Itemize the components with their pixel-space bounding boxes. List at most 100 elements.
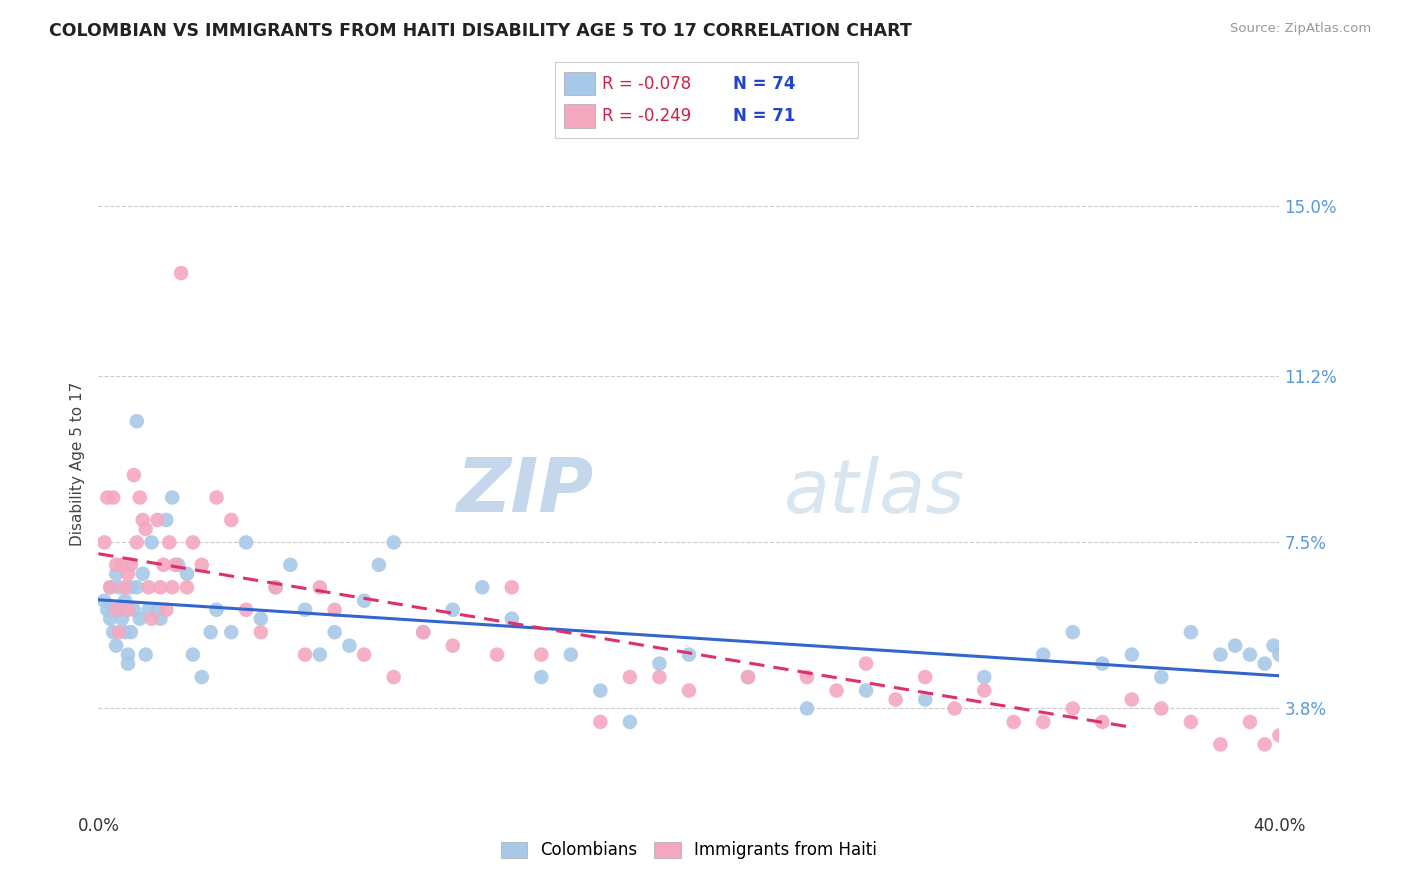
Point	[103, 603, 125, 617]
Point	[98, 580, 121, 594]
Point	[98, 580, 121, 594]
Point	[914, 692, 936, 706]
Point	[105, 639, 128, 653]
Point	[105, 558, 128, 572]
Point	[973, 670, 995, 684]
Point	[648, 657, 671, 671]
Point	[1254, 657, 1277, 671]
Point	[1091, 714, 1114, 729]
Point	[648, 670, 671, 684]
Text: R = -0.249: R = -0.249	[602, 107, 690, 125]
Point	[1032, 648, 1054, 662]
Point	[1239, 714, 1261, 729]
Point	[235, 535, 257, 549]
Text: N = 74: N = 74	[733, 75, 794, 93]
Point	[1313, 738, 1336, 752]
Point	[441, 603, 464, 617]
Point	[530, 648, 553, 662]
Point	[103, 625, 125, 640]
Point	[1150, 701, 1173, 715]
Point	[1239, 648, 1261, 662]
Point	[737, 670, 759, 684]
Point	[128, 491, 150, 505]
Point	[884, 692, 907, 706]
Point	[1209, 738, 1232, 752]
Point	[309, 648, 332, 662]
Point	[176, 580, 198, 594]
Point	[138, 603, 160, 617]
Text: R = -0.078: R = -0.078	[602, 75, 690, 93]
Point	[309, 580, 332, 594]
Point	[181, 535, 204, 549]
Point	[1209, 648, 1232, 662]
Point	[1298, 738, 1320, 752]
Point	[155, 513, 177, 527]
Point	[1150, 670, 1173, 684]
Point	[162, 580, 183, 594]
Point	[323, 625, 346, 640]
Point	[855, 683, 877, 698]
Point	[132, 566, 155, 581]
Point	[486, 648, 509, 662]
Point	[135, 522, 157, 536]
Point	[619, 714, 641, 729]
Point	[441, 639, 464, 653]
Point	[138, 580, 160, 594]
Point	[973, 683, 995, 698]
Point	[111, 558, 134, 572]
Point	[200, 625, 222, 640]
Point	[122, 603, 145, 617]
Point	[122, 468, 145, 483]
Point	[146, 513, 169, 527]
Point	[1268, 648, 1291, 662]
Text: ZIP: ZIP	[457, 455, 595, 528]
Point	[170, 266, 193, 280]
Point	[825, 683, 848, 698]
Point	[117, 566, 139, 581]
Point	[339, 639, 360, 653]
Point	[105, 566, 128, 581]
Point	[149, 612, 172, 626]
Point	[114, 580, 136, 594]
Point	[589, 714, 612, 729]
Point	[501, 580, 523, 594]
Point	[135, 648, 157, 662]
Point	[108, 603, 131, 617]
Point	[96, 491, 118, 505]
Point	[103, 491, 125, 505]
Point	[368, 558, 391, 572]
Point	[141, 535, 163, 549]
Point	[250, 612, 273, 626]
Point	[1282, 738, 1305, 752]
Point	[501, 612, 523, 626]
Point	[205, 491, 228, 505]
Point	[191, 558, 214, 572]
Point	[117, 657, 139, 671]
Point	[382, 535, 405, 549]
Point	[114, 625, 136, 640]
Point	[1121, 648, 1143, 662]
Point	[1263, 639, 1285, 653]
Point	[796, 670, 818, 684]
Point	[132, 513, 155, 527]
Point	[125, 535, 148, 549]
Point	[796, 701, 818, 715]
Point	[294, 648, 316, 662]
Point	[471, 580, 494, 594]
Point	[278, 558, 302, 572]
Point	[93, 593, 115, 607]
Point	[1254, 738, 1277, 752]
Point	[149, 580, 172, 594]
Point	[294, 603, 316, 617]
Point	[560, 648, 582, 662]
Point	[120, 580, 142, 594]
Point	[1223, 639, 1246, 653]
Text: N = 71: N = 71	[733, 107, 794, 125]
Point	[1180, 714, 1202, 729]
Point	[125, 580, 148, 594]
Point	[176, 566, 198, 581]
Point	[117, 648, 139, 662]
Point	[323, 603, 346, 617]
Point	[108, 625, 131, 640]
Point	[165, 558, 187, 572]
